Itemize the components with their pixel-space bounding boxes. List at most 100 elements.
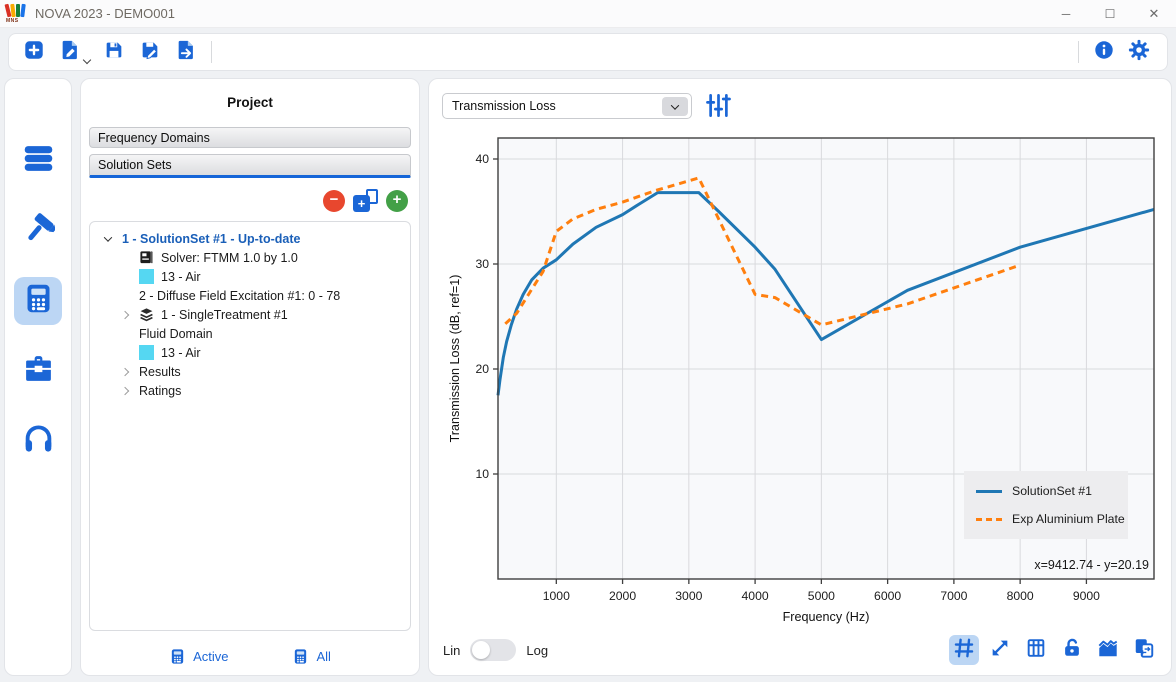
table-icon <box>1025 637 1047 664</box>
chevron-right-icon[interactable] <box>120 310 130 319</box>
save-project-as-button[interactable] <box>137 40 162 65</box>
tree-item[interactable]: 1 - SolutionSet #1 - Up-to-date <box>90 229 410 248</box>
toolbar-separator <box>211 41 212 63</box>
open-project-button[interactable] <box>57 40 82 65</box>
dropdown-button[interactable] <box>662 97 688 116</box>
save-icon <box>103 39 125 66</box>
plot-settings-button[interactable] <box>705 92 732 119</box>
sidebar-item-audio[interactable] <box>14 417 62 465</box>
curve-manager-button[interactable] <box>1093 635 1123 665</box>
maximize-button[interactable]: ☐ <box>1104 6 1116 21</box>
tree-item[interactable]: Ratings <box>90 381 410 400</box>
solver-icon <box>139 250 154 265</box>
sidebar-item-solver[interactable] <box>14 277 62 325</box>
chart-toolbar <box>949 635 1159 665</box>
calculator-icon <box>22 282 55 320</box>
layers-icon <box>139 307 154 322</box>
tree-item-label: 1 - SingleTreatment #1 <box>161 307 288 322</box>
remove-solutionset-button[interactable]: − <box>323 190 345 212</box>
sidebar-item-build-tools[interactable] <box>14 207 62 255</box>
project-panel-title: Project <box>227 95 273 110</box>
transmission-loss-chart[interactable]: 1000 2000 3000 4000 5000 6000 7000 8000 9000 10 20… <box>429 79 1173 677</box>
sidebar-item-toolbox[interactable] <box>14 347 62 395</box>
tree-item[interactable]: 13 - Air <box>90 343 410 362</box>
x-tick-label: 2000 <box>609 589 636 603</box>
tree-item-label: 2 - Diffuse Field Excitation #1: 0 - 78 <box>139 288 341 303</box>
log-label: Log <box>526 642 549 658</box>
calculator-icon <box>292 648 309 665</box>
data-table-button[interactable] <box>1021 635 1051 665</box>
grid-icon <box>953 637 975 664</box>
tree-item[interactable]: 2 - Diffuse Field Excitation #1: 0 - 78 <box>90 286 410 305</box>
tree-item-label: Fluid Domain <box>139 326 213 341</box>
lin-label: Lin <box>443 642 461 658</box>
y-tick-label: 30 <box>475 257 489 271</box>
fit-view-button[interactable] <box>985 635 1015 665</box>
scale-toggle-row: Lin Log <box>443 637 548 663</box>
calculator-icon <box>169 648 186 665</box>
tree-item[interactable]: 1 - SingleTreatment #1 <box>90 305 410 324</box>
chevron-down-icon[interactable] <box>103 232 113 242</box>
plot-type-value: Transmission Loss <box>452 99 556 113</box>
y-axis-label: Transmission Loss (dB, ref=1) <box>448 275 462 443</box>
toggle-knob <box>472 641 491 659</box>
chevron-right-icon[interactable] <box>120 367 130 376</box>
settings-button[interactable] <box>1126 39 1151 66</box>
tree-item[interactable]: Fluid Domain <box>90 324 410 343</box>
toolbar-left <box>21 40 209 65</box>
minimize-button[interactable]: ─ <box>1061 6 1071 21</box>
hammer-icon <box>22 212 56 250</box>
tree-item[interactable]: Solver: FTMM 1.0 by 1.0 <box>90 248 410 267</box>
calculator-icon <box>292 648 309 665</box>
toolbar-right <box>1085 39 1155 66</box>
tree-item-label: Ratings <box>139 383 182 398</box>
gear-icon <box>1128 39 1150 66</box>
chevron-right-icon[interactable] <box>120 386 130 395</box>
x-tick-label: 7000 <box>940 589 967 603</box>
tree-item-label: 13 - Air <box>161 269 201 284</box>
export-project-button[interactable] <box>173 40 198 65</box>
tree-item-label: 1 - SolutionSet #1 - Up-to-date <box>122 231 301 246</box>
x-tick-label: 3000 <box>675 589 702 603</box>
chevron-down-icon[interactable] <box>84 57 90 63</box>
copy-icon <box>1133 637 1155 664</box>
tree-item[interactable]: 13 - Air <box>90 267 410 286</box>
x-tick-label: 6000 <box>874 589 901 603</box>
compute-all-button[interactable]: All <box>292 648 331 665</box>
toolbar-separator-right <box>1078 41 1079 63</box>
lock-axes-button[interactable] <box>1057 635 1087 665</box>
plot-type-dropdown[interactable]: Transmission Loss <box>442 93 692 119</box>
sidebar-item-data-manager[interactable] <box>14 137 62 185</box>
solution-tree: 1 - SolutionSet #1 - Up-to-date Solver: F… <box>89 221 411 631</box>
project-footer: Active All <box>81 648 419 665</box>
chevron-down-icon <box>670 100 680 110</box>
info-button[interactable] <box>1091 40 1116 65</box>
tree-expander <box>120 367 139 376</box>
x-tick-label: 1000 <box>543 589 570 603</box>
duplicate-solutionset-button[interactable]: + <box>353 189 378 212</box>
close-button[interactable]: ✕ <box>1148 5 1160 21</box>
new-file-icon <box>23 39 45 66</box>
title-bar: MNS NOVA 2023 - DEMO001 ─ ☐ ✕ <box>0 0 1176 28</box>
solid-line-swatch <box>976 489 1002 493</box>
x-tick-label: 4000 <box>742 589 769 603</box>
add-solutionset-button[interactable]: + <box>386 190 408 212</box>
copy-chart-button[interactable] <box>1129 635 1159 665</box>
headphones-icon <box>22 422 55 460</box>
sliders-icon <box>705 92 732 119</box>
y-tick-label: 40 <box>475 152 489 166</box>
x-tick-label: 9000 <box>1073 589 1100 603</box>
module-sidebar <box>4 78 72 676</box>
lin-log-toggle[interactable] <box>470 639 517 661</box>
save-as-icon <box>139 39 161 66</box>
tree-item[interactable]: Results <box>90 362 410 381</box>
section-frequency-domains[interactable]: Frequency Domains <box>89 127 411 148</box>
compute-active-button[interactable]: Active <box>169 648 228 665</box>
save-project-button[interactable] <box>101 40 126 65</box>
toggle-grid-button[interactable] <box>949 635 979 665</box>
section-solution-sets[interactable]: Solution Sets <box>89 154 411 178</box>
new-project-button[interactable] <box>21 40 46 65</box>
tree-item-label: Solver: FTMM 1.0 by 1.0 <box>161 250 298 265</box>
legend-item: Exp Aluminium Plate <box>976 512 1125 526</box>
legend-item: SolutionSet #1 <box>976 484 1116 498</box>
